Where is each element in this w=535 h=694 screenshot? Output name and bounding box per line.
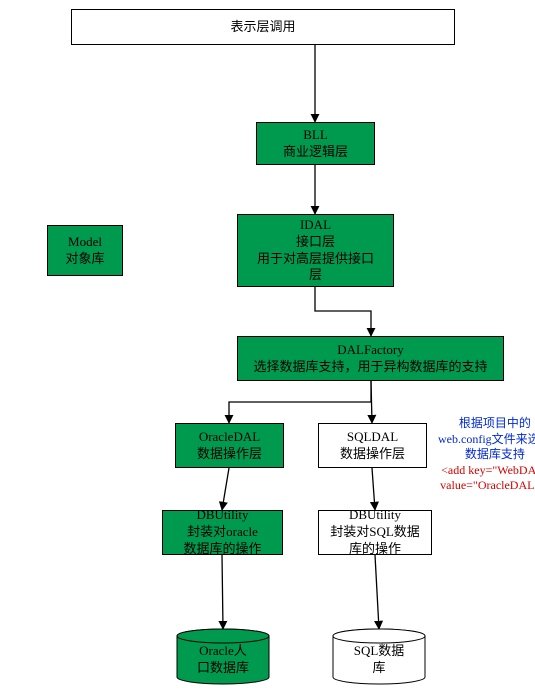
node-idal: IDAL接口层用于对高层提供接口层 [237, 214, 394, 287]
node-text: 对象库 [65, 251, 104, 268]
node-dbutility-sql: DBUtility封装对SQL数据库的操作 [318, 510, 432, 555]
node-text: Model [68, 234, 102, 251]
node-text: 表示层调用 [230, 19, 295, 36]
node-text: SQL数据 [354, 643, 405, 660]
edge-dbu_sql-db_sql [375, 555, 379, 629]
node-text: 口数据库 [197, 660, 249, 677]
node-text: 封装对SQL数据 [330, 524, 420, 541]
node-sqldal: SQLDAL数据操作层 [318, 423, 427, 468]
node-bll: BLL商业逻辑层 [256, 122, 375, 165]
node-text: 层 [309, 267, 322, 284]
annotation-line: 数据库支持 [438, 447, 535, 463]
edge-dalfactory-oracledal [229, 381, 371, 423]
node-text: 用于对高层提供接口 [257, 251, 374, 268]
node-text: Oracle人 [199, 643, 247, 660]
node-text: 数据操作层 [340, 446, 405, 463]
edge-oracledal-dbu_oracle [222, 468, 229, 510]
node-text: DALFactory [337, 342, 403, 359]
node-model: Model对象库 [47, 225, 123, 276]
edge-dalfactory-sqldal [371, 381, 372, 423]
node-text: 库 [372, 660, 385, 677]
node-dalfactory: DALFactory选择数据库支持，用于异构数据库的支持 [237, 336, 504, 381]
node-dbutility-oracle: DBUtility封装对oracle数据库的操作 [162, 510, 283, 555]
node-text: OracleDAL [199, 429, 260, 446]
annotation-line: <add key="WebDAL" [438, 463, 535, 479]
node-text: 库的操作 [349, 541, 401, 558]
annotation-line: value="OracleDAL"/> [438, 478, 535, 494]
node-text: IDAL [300, 217, 331, 234]
node-text: SQLDAL [347, 429, 398, 446]
annotation-line: 根据项目中的 [438, 416, 535, 432]
node-text: 选择数据库支持，用于异构数据库的支持 [253, 359, 487, 376]
node-oracledal: OracleDAL数据操作层 [175, 423, 284, 468]
node-text: 封装对oracle [187, 524, 258, 541]
node-presentation-layer: 表示层调用 [71, 9, 455, 45]
node-text: DBUtility [349, 507, 401, 524]
node-db-sql: SQL数据库 [333, 637, 425, 682]
node-text: 商业逻辑层 [283, 144, 348, 161]
edge-idal-dalfactory [315, 287, 371, 336]
node-text: BLL [303, 127, 328, 144]
node-text: DBUtility [196, 507, 248, 524]
node-db-oracle: Oracle人口数据库 [177, 637, 269, 682]
diagram-canvas: 表示层调用 BLL商业逻辑层 Model对象库 IDAL接口层用于对高层提供接口… [0, 0, 535, 694]
edge-dbu_oracle-db_oracle [222, 555, 223, 629]
node-text: 接口层 [296, 234, 335, 251]
edge-sqldal-dbu_sql [372, 468, 375, 510]
node-text: 数据操作层 [197, 446, 262, 463]
config-annotation: 根据项目中的web.config文件来选择数据库支持<add key="WebD… [438, 416, 535, 494]
node-text: 数据库的操作 [183, 541, 261, 558]
annotation-line: web.config文件来选择 [438, 432, 535, 448]
